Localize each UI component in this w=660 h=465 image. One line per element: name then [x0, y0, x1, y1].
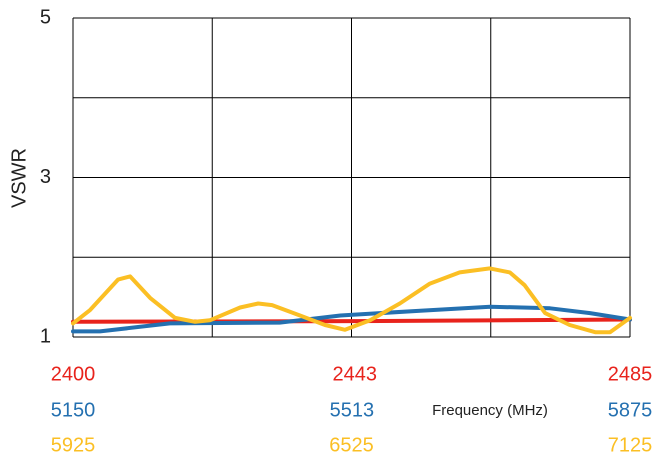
- x-tick-label: 6525: [329, 434, 374, 456]
- x-tick-label: 5513: [330, 399, 375, 421]
- x-tick-label: 7125: [608, 434, 653, 456]
- x-tick-label: 5150: [51, 399, 96, 421]
- y-tick-label: 5: [40, 6, 51, 28]
- x-tick-label: 2443: [333, 363, 378, 385]
- line-series: [71, 317, 632, 324]
- y-axis-label: VSWR: [8, 148, 30, 208]
- x-tick-label: 5925: [51, 434, 96, 456]
- y-tick-label: 3: [40, 166, 51, 188]
- y-tick-label: 1: [40, 325, 51, 347]
- x-tick-label: 5875: [608, 399, 653, 421]
- x-axis-label: Frequency (MHz): [432, 402, 548, 419]
- x-tick-label: 2485: [608, 363, 653, 385]
- line-series: [71, 266, 632, 335]
- x-tick-label: 2400: [51, 363, 96, 385]
